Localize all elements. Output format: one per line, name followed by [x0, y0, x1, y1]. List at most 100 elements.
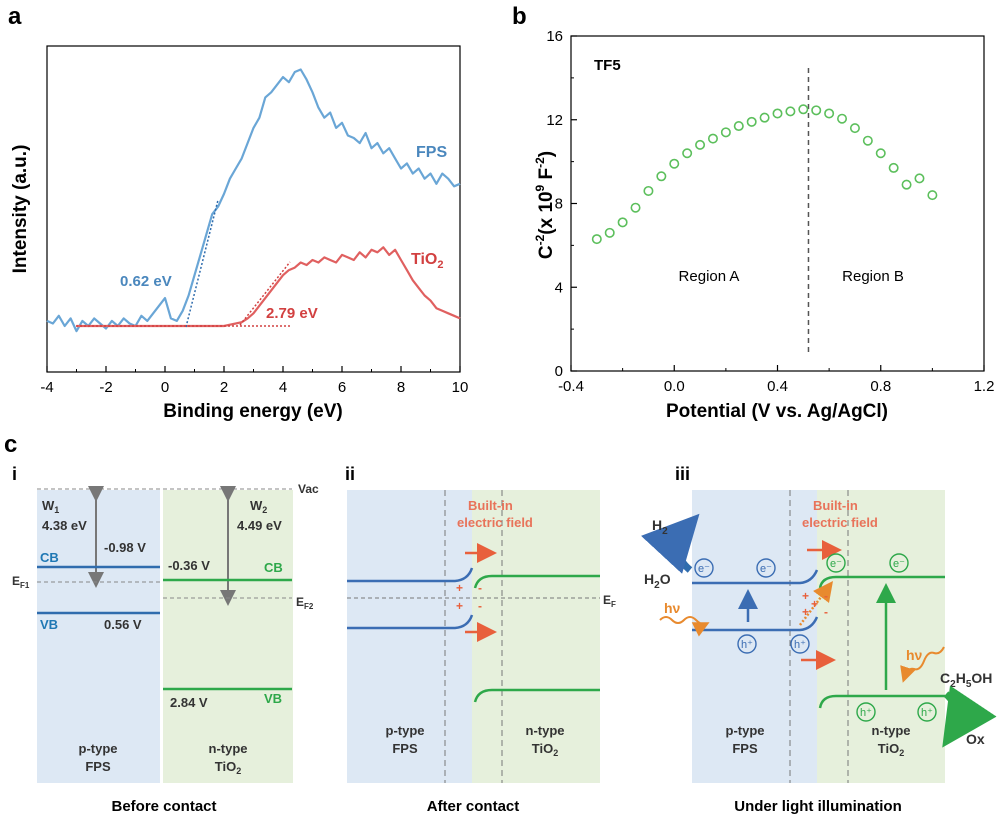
plot-b-xtick-label: 1.2 [974, 378, 995, 395]
plot-a-xtick-label: 6 [338, 379, 346, 396]
data-point [746, 116, 757, 127]
data-point [604, 227, 615, 238]
data-point [695, 139, 706, 150]
sub-label-i: i [12, 464, 17, 484]
data-point [630, 202, 641, 213]
fps-material-label: FPS [392, 741, 418, 756]
plot-a-ylabel: Intensity (a.u.) [10, 145, 31, 274]
field-label-line2: electric field [802, 515, 878, 530]
electron-marker: e⁻ [889, 553, 909, 573]
series-line-tio2 [76, 246, 461, 328]
ef2-label: EF2 [296, 595, 314, 611]
data-point [849, 123, 860, 134]
tio2-region-bg [817, 490, 945, 783]
plot-b-ylabel: C-2(x 109 F-2) [533, 151, 557, 259]
plus-charge: + [456, 599, 463, 613]
fps-vb-label: VB [40, 617, 58, 632]
region-a-label: Region A [679, 268, 740, 285]
plot-b-xtick-label: 0.4 [767, 378, 788, 395]
plot-a-series [46, 68, 461, 333]
data-point [811, 105, 822, 116]
ethanol-label: C2H5OH [940, 670, 992, 690]
data-point [901, 179, 912, 190]
tio2-cb-bent-band [473, 574, 600, 589]
data-point [914, 173, 925, 184]
fps-type-label: p-type [386, 723, 425, 738]
photon-label-left: hν [664, 600, 681, 616]
legend-tio2: TiO2 [411, 251, 444, 271]
data-point [837, 113, 848, 124]
panel-label-b: b [512, 3, 527, 30]
minus-charge: - [478, 581, 482, 595]
fps-region-bg [692, 490, 817, 783]
tio2-region-bg [472, 490, 600, 783]
fps-material-label: FPS [732, 741, 758, 756]
data-point [682, 148, 693, 159]
svg-text:h⁺: h⁺ [741, 639, 753, 651]
sub-label-ii: ii [345, 464, 355, 484]
plot-a-xtick-label: 2 [220, 379, 228, 396]
fps-region-bg [37, 490, 160, 783]
tio2-type-label: n-type [872, 723, 911, 738]
tio2-vb-potential: 2.84 V [170, 695, 208, 710]
svg-text:e⁻: e⁻ [893, 558, 905, 570]
fps-cb-label: CB [40, 550, 59, 565]
plot-b-ticks: -0.4 0.0 0.4 0.8 1.2 0 4 8 12 16 [546, 28, 994, 395]
fps-material-label: FPS [85, 759, 111, 774]
plot-a-xtick-label: -4 [40, 379, 53, 396]
vac-label: Vac [298, 482, 319, 496]
svg-text:h⁺: h⁺ [860, 707, 872, 719]
hole-marker: h⁺ [856, 702, 876, 722]
data-point [591, 234, 602, 245]
plot-b-xtick-label: -0.4 [558, 378, 584, 395]
data-point [656, 171, 667, 182]
caption-before-contact: Before contact [111, 798, 216, 815]
plot-a-xtick-label: 4 [279, 379, 287, 396]
panel-a: a -4 -2 0 2 4 6 8 10 0.62 eV 2.79 eV FPS TiO2 B… [8, 3, 468, 422]
plot-b-title: TF5 [594, 57, 621, 74]
plot-b-xlabel: Potential (V vs. Ag/AgCl) [666, 401, 888, 422]
minus-charge: - [824, 589, 828, 603]
data-point [927, 190, 938, 201]
annotation-2-79ev: 2.79 eV [266, 305, 318, 322]
fps-vb-potential: 0.56 V [104, 617, 142, 632]
data-point [798, 104, 809, 115]
w2-label: W2 [250, 498, 267, 515]
plus-charge: + [802, 605, 809, 619]
plot-a-xlabel: Binding energy (eV) [163, 401, 342, 422]
data-point [785, 106, 796, 117]
plot-a-xtick-label: 0 [161, 379, 169, 396]
tio2-material-label: TiO2 [532, 741, 558, 758]
svg-text:e⁻: e⁻ [830, 558, 842, 570]
data-point [669, 158, 680, 169]
data-point [643, 185, 654, 196]
photon-label-right: hν [906, 647, 923, 663]
fps-region-bg [347, 490, 472, 783]
svg-text:e⁻: e⁻ [698, 563, 710, 575]
tio2-vb-bent-band [473, 688, 600, 703]
tio2-vb-bent-band [818, 694, 945, 709]
plus-charge: + [456, 581, 463, 595]
panel-c: c i Vac W1 4.38 eV W2 4.49 eV CB -0.98 V… [4, 431, 997, 815]
tio2-type-label: n-type [526, 723, 565, 738]
tio2-tangent-line [239, 261, 291, 326]
plot-b-ytick-label: 4 [555, 279, 563, 296]
ethanol-oxidation-arrow [942, 685, 997, 748]
w1-value: 4.38 eV [42, 518, 87, 533]
hydrogen-evolution-arrow [640, 513, 700, 574]
field-label-line1: Built-in [468, 498, 513, 513]
ox-label: Ox [966, 731, 985, 747]
w2-value: 4.49 eV [237, 518, 282, 533]
svg-text:h⁺: h⁺ [794, 639, 806, 651]
plot-b-points [591, 104, 938, 245]
series-line-fps [46, 68, 461, 333]
data-point [875, 148, 886, 159]
field-label-line2: electric field [457, 515, 533, 530]
panel-label-c: c [4, 431, 17, 458]
tio2-vb-label: VB [264, 691, 282, 706]
hole-marker: h⁺ [790, 634, 810, 654]
field-label-line1: Built-in [813, 498, 858, 513]
h2o-label: H2O [644, 571, 671, 591]
electron-transfer-arrow [799, 581, 833, 626]
diagram-after-contact: ii Built-in electric field EF + + - - p-… [345, 464, 616, 815]
